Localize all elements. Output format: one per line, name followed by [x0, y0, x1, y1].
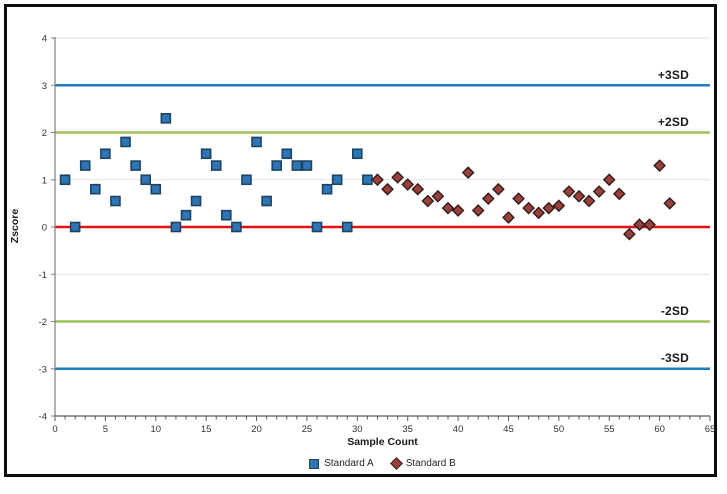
marker-standard-a — [352, 148, 363, 160]
x-tick-label: 25 — [302, 424, 313, 435]
marker-standard-b — [461, 166, 475, 180]
marker-standard-a — [100, 148, 111, 160]
marker-standard-b — [562, 185, 576, 198]
marker-standard-b — [592, 185, 606, 198]
zscore-scatter-chart[interactable]: 0 5 10 15 20 25 30 35 40 45 50 55 60 65 -4 -3 -2 -1 0 1 2 3 4 — [7, 7, 727, 494]
marker-standard-a — [200, 148, 212, 160]
marker-standard-a — [331, 174, 343, 186]
y-axis-title: Zscore — [9, 208, 21, 244]
marker-standard-b — [431, 189, 445, 203]
marker-standard-b — [421, 194, 435, 208]
marker-standard-b — [623, 227, 636, 241]
y-tick-label: 1 — [42, 175, 47, 186]
x-tick-label: 60 — [654, 424, 665, 435]
marker-standard-a — [110, 195, 121, 207]
x-tick-label: 15 — [201, 424, 212, 435]
marker-standard-b — [371, 173, 384, 187]
standard-a-square-icon — [309, 458, 320, 469]
x-tick-label: 35 — [402, 424, 413, 435]
marker-standard-b — [522, 201, 535, 215]
plus-3sd-label: +3SD — [657, 68, 689, 82]
marker-standard-a — [281, 148, 293, 160]
marker-standard-b — [633, 218, 646, 232]
x-tick-label: 65 — [705, 424, 716, 435]
marker-standard-a — [79, 160, 91, 171]
plus-2sd-label: +2SD — [657, 115, 689, 129]
marker-standard-b — [612, 187, 626, 201]
marker-standard-b — [582, 194, 596, 208]
x-tick-label: 20 — [251, 424, 262, 435]
marker-standard-b — [512, 192, 525, 206]
marker-standard-b — [663, 197, 677, 210]
marker-standard-b — [411, 182, 425, 196]
marker-standard-a — [59, 174, 71, 186]
marker-standard-a — [341, 221, 353, 233]
marker-standard-a — [241, 174, 252, 186]
x-tick-label: 40 — [453, 424, 464, 435]
x-tick-label: 0 — [52, 424, 57, 435]
marker-standard-b — [391, 171, 404, 184]
x-tick-label: 10 — [150, 424, 161, 435]
marker-standard-a — [69, 221, 81, 233]
marker-standard-b — [542, 201, 556, 215]
marker-standard-a — [210, 160, 222, 171]
x-tick-label: 30 — [352, 424, 363, 435]
minus-2sd-label: -2SD — [660, 304, 689, 318]
legend-item-standard-a: Standard A — [309, 458, 374, 469]
x-tick-label: 5 — [103, 424, 108, 435]
standard-b-diamond-icon — [389, 457, 403, 470]
marker-standard-a — [261, 195, 272, 207]
minus-3sd-label: -3SD — [660, 351, 689, 365]
marker-standard-a — [301, 160, 313, 171]
y-tick-label: -4 — [39, 412, 47, 423]
marker-standard-b — [481, 192, 495, 206]
y-tick-label: -2 — [39, 317, 47, 328]
x-axis-title: Sample Count — [347, 436, 418, 448]
marker-standard-a — [140, 174, 151, 186]
marker-standard-a — [180, 209, 192, 221]
marker-standard-a — [362, 174, 373, 186]
legend: Standard A Standard B — [55, 457, 710, 470]
marker-standard-b — [441, 201, 455, 215]
marker-standard-a — [221, 209, 232, 221]
marker-standard-a — [120, 136, 131, 148]
marker-standard-b — [451, 204, 465, 217]
marker-standard-a — [231, 221, 242, 233]
marker-standard-b — [653, 159, 666, 172]
marker-standard-b — [572, 189, 586, 203]
y-tick-label: -1 — [39, 270, 47, 281]
x-tick-label: 45 — [503, 424, 514, 435]
y-tick-label: 0 — [42, 223, 47, 234]
legend-label-standard-b: Standard B — [405, 458, 456, 469]
marker-standard-b — [502, 211, 515, 224]
marker-standard-a — [160, 113, 172, 124]
marker-standard-a — [190, 195, 202, 207]
y-tick-label: 3 — [42, 81, 47, 92]
chart-frame: 0 5 10 15 20 25 30 35 40 45 50 55 60 65 -4 -3 -2 -1 0 1 2 3 4 … — [4, 4, 717, 477]
legend-label-standard-a: Standard A — [324, 458, 374, 469]
legend-item-standard-b: Standard B — [389, 457, 456, 470]
y-tick-label: 2 — [42, 128, 47, 139]
marker-standard-b — [532, 206, 546, 220]
x-tick-label: 55 — [604, 424, 615, 435]
marker-standard-a — [251, 136, 262, 148]
marker-standard-a — [321, 183, 333, 195]
marker-standard-a — [130, 160, 141, 171]
y-tick-label: 4 — [42, 34, 47, 45]
marker-standard-a — [90, 183, 101, 195]
marker-standard-b — [552, 199, 566, 213]
marker-standard-b — [381, 182, 394, 196]
marker-standard-b — [643, 218, 656, 232]
marker-standard-a — [311, 221, 323, 233]
marker-standard-a — [170, 221, 182, 233]
marker-standard-b — [401, 178, 415, 191]
marker-standard-b — [471, 204, 485, 217]
y-tick-label: -3 — [39, 364, 47, 375]
marker-standard-b — [492, 182, 505, 196]
marker-standard-a — [291, 160, 303, 171]
marker-standard-a — [150, 183, 162, 195]
x-tick-label: 50 — [554, 424, 565, 435]
marker-standard-b — [602, 173, 616, 187]
marker-standard-a — [271, 160, 282, 171]
